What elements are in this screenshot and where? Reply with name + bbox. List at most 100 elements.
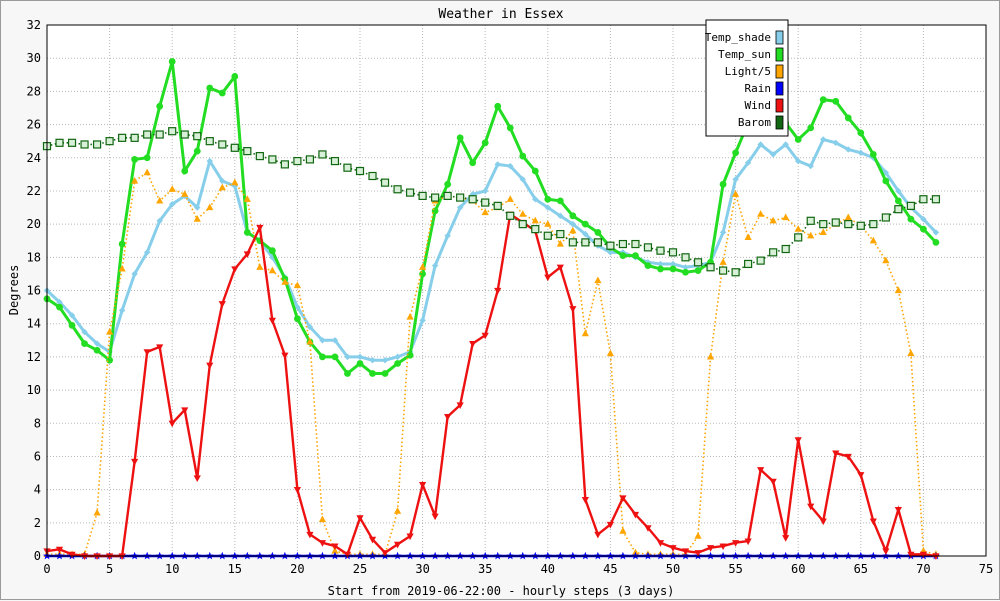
point-light-5 (769, 216, 777, 224)
point-wind (757, 467, 765, 474)
point-barom (456, 193, 465, 202)
point-wind (594, 531, 602, 539)
point-temp-sun (394, 360, 401, 367)
point-barom (706, 263, 715, 272)
point-temp-shade (319, 337, 326, 344)
series-line-wind (46, 212, 937, 558)
point-temp-sun (794, 136, 802, 143)
point-wind (256, 224, 264, 232)
point-temp-sun (68, 321, 76, 329)
point-temp-sun (544, 195, 552, 203)
point-temp-shade (782, 141, 789, 148)
point-temp-shade (757, 141, 764, 148)
x-axis-label: Start from 2019-06-22:00 - hourly steps … (328, 584, 675, 598)
point-barom (230, 143, 239, 152)
point-barom (831, 218, 840, 227)
point-wind (706, 545, 715, 552)
point-barom (556, 229, 565, 239)
point-barom (769, 248, 778, 257)
point-temp-shade (369, 356, 376, 364)
point-wind (306, 531, 314, 539)
y-tick-label: 22 (27, 184, 41, 198)
point-wind (631, 511, 640, 519)
point-light-5 (281, 278, 289, 285)
point-wind (456, 402, 464, 409)
point-light-5 (481, 208, 489, 216)
point-barom (130, 133, 139, 142)
point-barom (731, 268, 740, 277)
x-tick-label: 25 (353, 562, 367, 576)
point-wind (93, 553, 101, 560)
point-light-5 (519, 210, 527, 217)
point-light-5 (782, 213, 790, 221)
y-tick-label: 2 (34, 516, 41, 530)
point-temp-shade (857, 149, 864, 156)
point-barom (280, 160, 289, 169)
point-barom (518, 220, 527, 229)
point-light-5 (256, 263, 264, 270)
point-light-5 (819, 228, 827, 236)
point-wind (231, 266, 239, 273)
y-tick-label: 18 (27, 250, 41, 264)
point-barom (168, 127, 177, 136)
point-light-5 (218, 183, 226, 191)
point-wind (844, 453, 852, 461)
x-tick-label: 0 (43, 562, 50, 576)
point-light-5 (719, 258, 727, 265)
point-light-5 (907, 349, 915, 357)
point-light-5 (869, 236, 877, 244)
point-temp-shade (381, 356, 389, 364)
point-temp-sun (356, 360, 364, 367)
point-temp-sun (644, 262, 652, 270)
x-tick-label: 45 (603, 562, 617, 576)
point-temp-shade (895, 187, 902, 195)
point-light-5 (569, 226, 577, 234)
point-wind (281, 352, 289, 360)
point-temp-sun (632, 252, 639, 260)
point-light-5 (506, 195, 514, 202)
y-tick-label: 8 (34, 416, 41, 430)
point-barom (806, 216, 815, 225)
point-barom (931, 195, 941, 204)
point-temp-sun (581, 220, 589, 228)
point-temp-sun (156, 102, 164, 110)
legend-swatch-light-5 (775, 64, 784, 79)
point-wind (606, 521, 614, 529)
point-wind (293, 487, 301, 494)
point-wind (794, 437, 802, 444)
point-temp-sun (807, 124, 815, 132)
legend-label-wind: Wind (745, 99, 772, 112)
point-temp-sun (268, 247, 276, 255)
point-barom (794, 233, 803, 242)
point-barom (205, 137, 214, 146)
point-barom (67, 138, 77, 147)
point-wind (469, 341, 477, 348)
point-barom (343, 163, 352, 172)
point-wind (882, 548, 890, 556)
point-temp-sun (118, 240, 126, 248)
point-barom (568, 238, 577, 247)
point-temp-shade (607, 249, 614, 256)
point-wind (156, 344, 164, 351)
point-light-5 (293, 281, 301, 289)
point-temp-shade (56, 298, 63, 306)
point-wind (444, 414, 452, 421)
point-temp-shade (544, 204, 551, 211)
point-temp-sun (93, 346, 101, 354)
point-barom (906, 201, 915, 210)
point-light-5 (231, 178, 239, 186)
point-temp-sun (206, 84, 214, 92)
point-temp-sun (920, 225, 927, 233)
point-temp-shade (344, 353, 351, 361)
point-temp-sun (819, 96, 827, 104)
point-temp-sun (344, 370, 351, 377)
point-temp-sun (481, 139, 489, 147)
point-temp-sun (657, 265, 664, 273)
point-temp-sun (869, 151, 877, 158)
point-temp-shade (482, 187, 489, 195)
point-temp-sun (857, 129, 865, 137)
point-light-5 (619, 527, 627, 534)
series-barom (42, 127, 941, 277)
point-barom (881, 213, 890, 222)
